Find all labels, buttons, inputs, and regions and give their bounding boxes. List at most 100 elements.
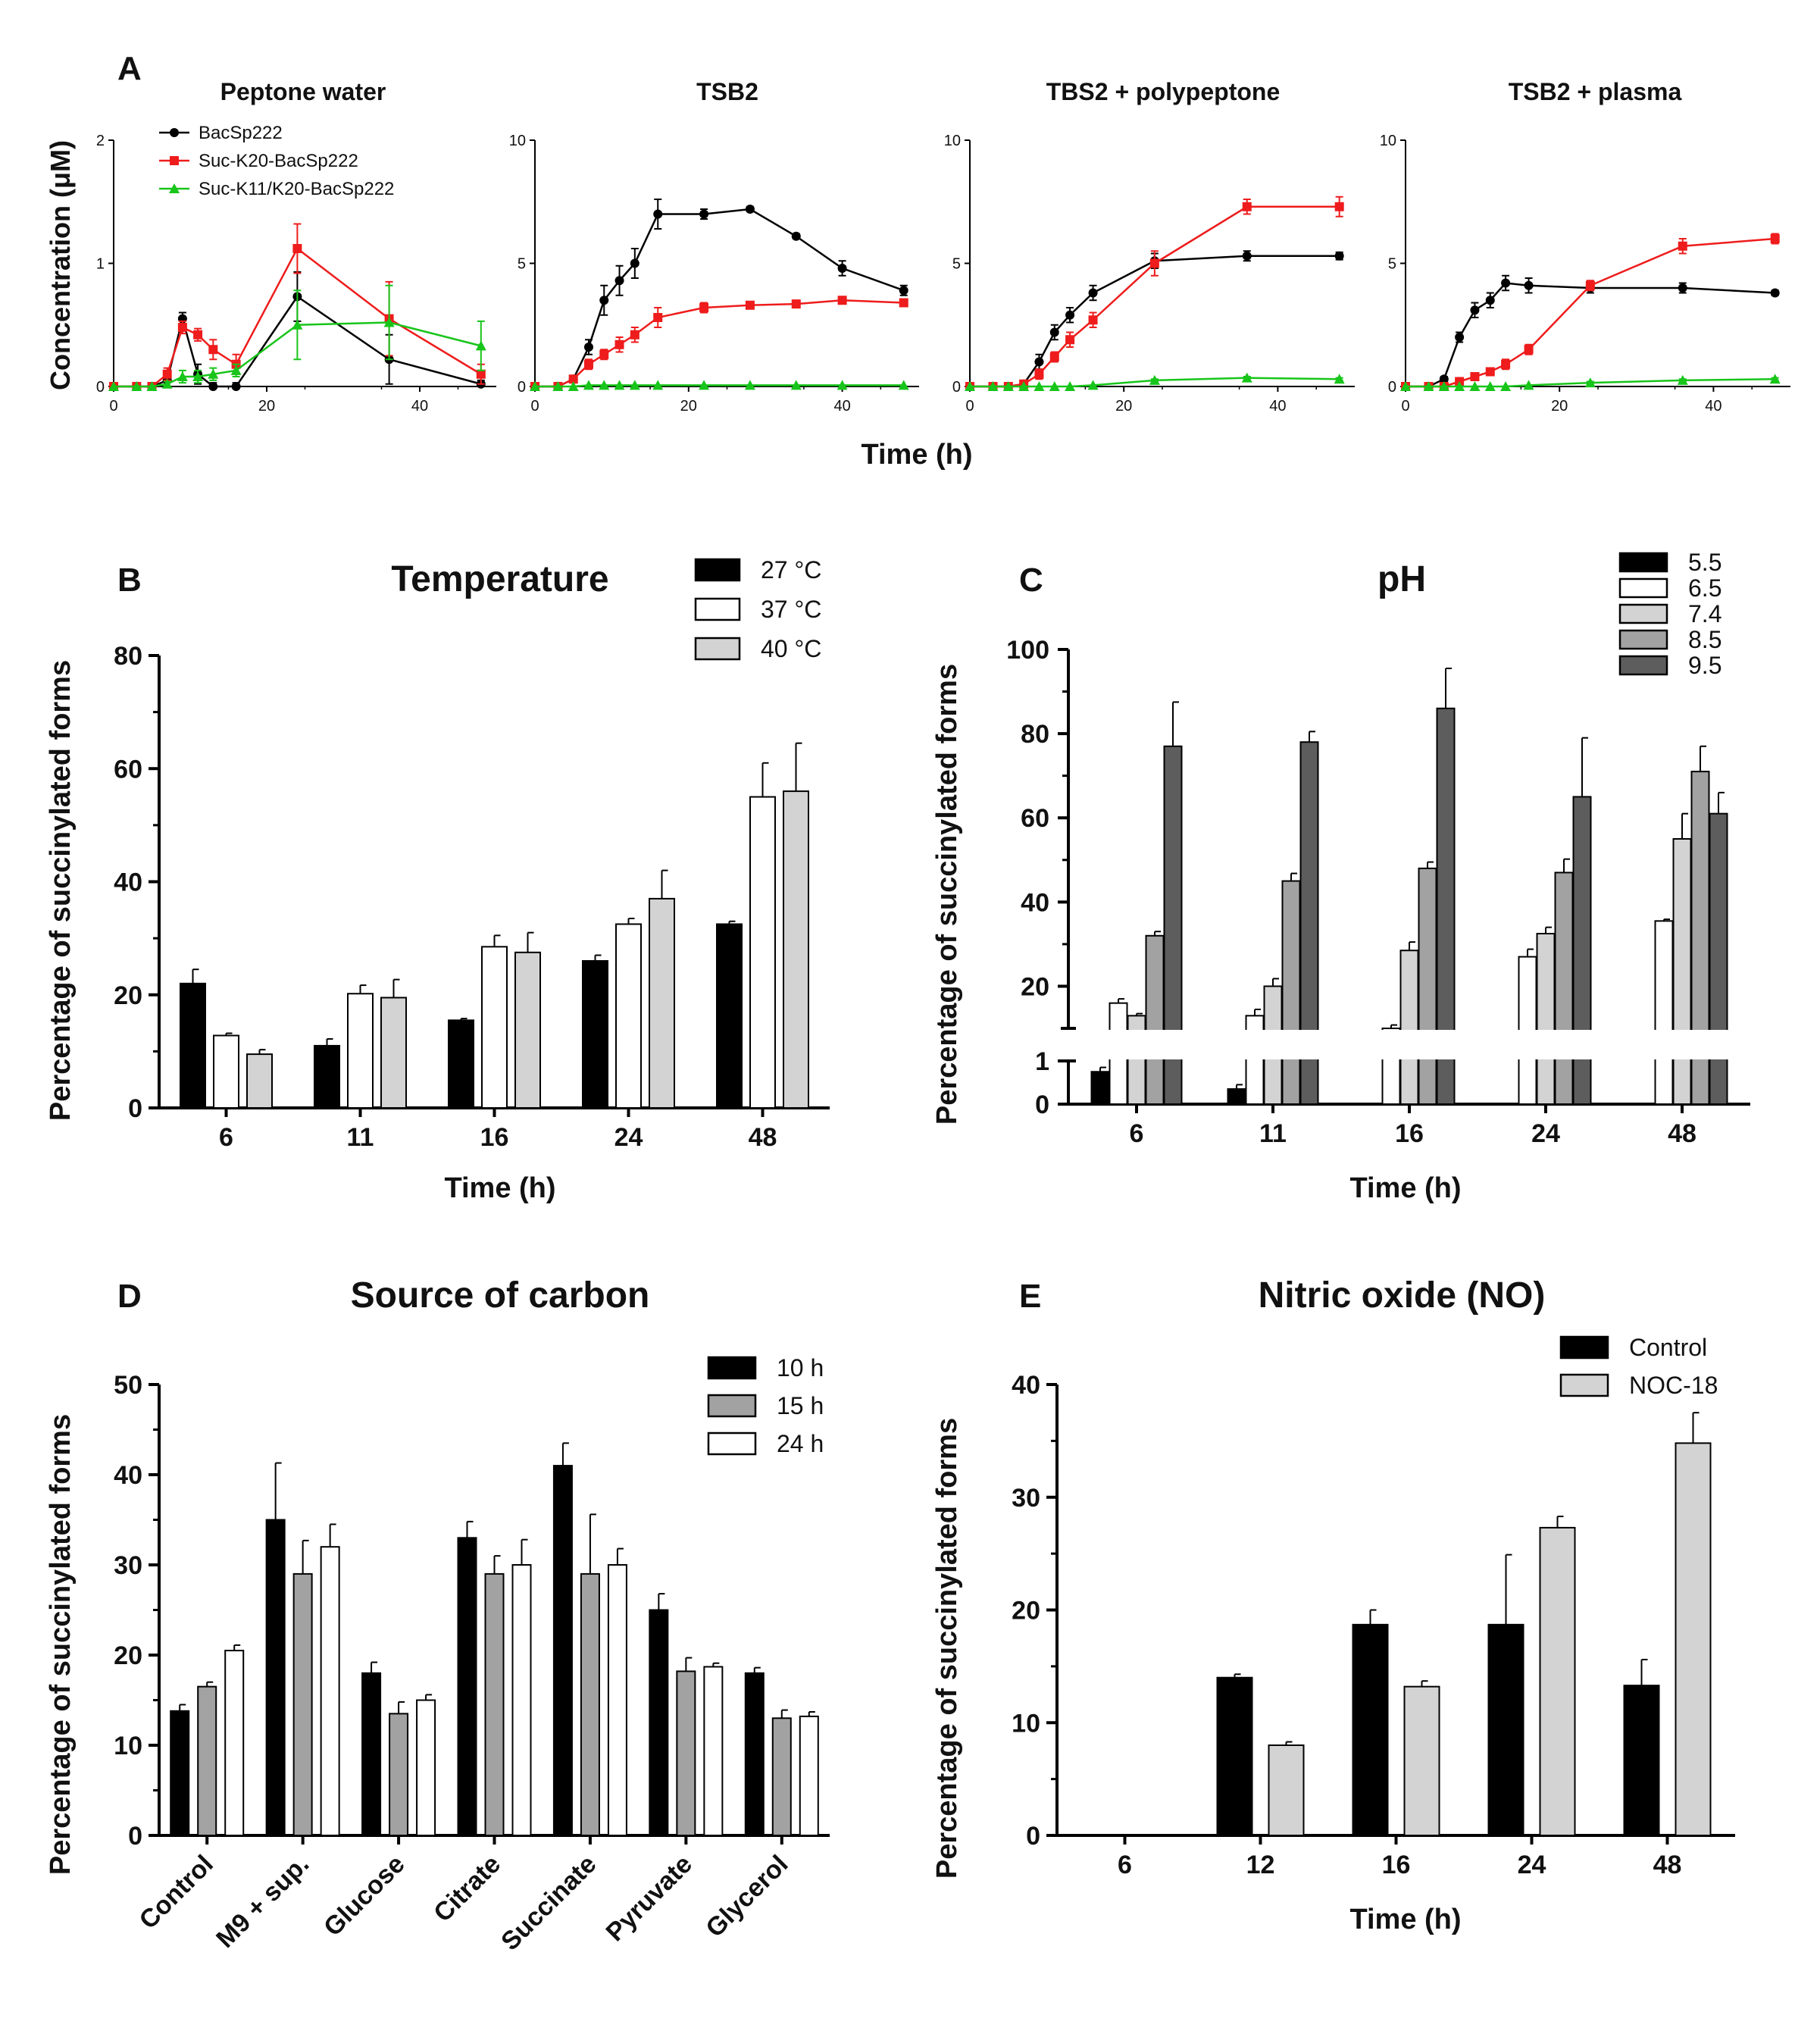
subplot-tsb2-plasma: TSB2 + plasma 0 5 10 0 20 40 xyxy=(1380,78,1790,415)
y-tick-label: 20 xyxy=(1021,972,1049,1001)
data-point-suc-k11-k20-bacsp222 xyxy=(1484,381,1496,391)
y-tick-label: 80 xyxy=(114,642,142,671)
data-point-suc-k11-k20-bacsp222 xyxy=(1584,377,1596,388)
x-tick-label: Control xyxy=(134,1850,219,1935)
data-point-bacsp222 xyxy=(1242,251,1252,261)
panel-label-a: A xyxy=(117,50,142,87)
data-point-suc-k20-bacsp222 xyxy=(177,323,187,332)
data-point-suc-k20-bacsp222 xyxy=(568,374,578,384)
data-point-bacsp222 xyxy=(231,382,241,391)
panel-e-plot: 0 10 20 30 40 6 12 16 24 48 Control NOC-18 xyxy=(1012,1334,1735,1879)
data-point-bacsp222 xyxy=(1065,310,1075,320)
bar-37-c xyxy=(347,993,374,1109)
bar-24-h xyxy=(511,1564,532,1836)
y-tick-label: 0 xyxy=(96,379,105,396)
bar-24-h xyxy=(607,1564,627,1836)
data-point-suc-k11-k20-bacsp222 xyxy=(1002,381,1014,391)
bar-7-4 xyxy=(1127,1015,1146,1106)
x-tick-label: 16 xyxy=(480,1123,509,1152)
x-tick-label: 40 xyxy=(1269,398,1286,415)
panel-d: D Source of carbon Percentage of succiny… xyxy=(45,1275,830,1956)
legend-label: Control xyxy=(1629,1334,1707,1361)
x-tick-label: Citrate xyxy=(428,1850,506,1928)
data-point-suc-k20-bacsp222 xyxy=(614,340,624,349)
x-tick-label: Glycerol xyxy=(700,1850,793,1943)
y-tick-label: 30 xyxy=(114,1551,142,1580)
data-point-suc-k11-k20-bacsp222 xyxy=(568,381,579,391)
data-point-suc-k20-bacsp222 xyxy=(1470,372,1480,381)
legend-label: Suc-K20-BacSp222 xyxy=(199,151,358,171)
bar-27-c xyxy=(582,959,608,1109)
bar-control xyxy=(1352,1623,1389,1836)
data-point-bacsp222 xyxy=(1485,296,1495,305)
x-tick-label: 40 xyxy=(411,398,428,415)
data-point-suc-k11-k20-bacsp222 xyxy=(1065,381,1076,391)
y-tick-label: 0 xyxy=(952,379,961,396)
data-point-suc-k11-k20-bacsp222 xyxy=(652,380,664,390)
legend-label: 24 h xyxy=(777,1430,824,1457)
data-point-suc-k11-k20-bacsp222 xyxy=(1469,381,1481,391)
data-point-suc-k11-k20-bacsp222 xyxy=(1034,381,1045,391)
data-point-suc-k11-k20-bacsp222 xyxy=(292,319,303,330)
legend-label: 15 h xyxy=(777,1392,824,1419)
legend-swatch xyxy=(1618,629,1668,650)
legend-label: 9.5 xyxy=(1688,652,1721,679)
data-point-suc-k11-k20-bacsp222 xyxy=(1087,380,1099,390)
bar-37-c xyxy=(749,796,776,1109)
legend-label: 6.5 xyxy=(1688,574,1721,602)
x-tick-label: 11 xyxy=(1259,1119,1287,1148)
bar-27-c xyxy=(448,1019,474,1109)
data-point-suc-k11-k20-bacsp222 xyxy=(1334,374,1345,384)
legend-swatch xyxy=(1559,1373,1609,1397)
bar-40-c xyxy=(514,951,541,1109)
bar-27-c xyxy=(314,1044,340,1109)
x-tick-label: Succinate xyxy=(496,1850,602,1956)
data-point-suc-k11-k20-bacsp222 xyxy=(1049,381,1060,391)
legend-swatch xyxy=(694,558,741,582)
y-tick-label: 30 xyxy=(1012,1484,1040,1513)
panel-label-e: E xyxy=(1019,1278,1041,1315)
panel-e: E Nitric oxide (NO) Percentage of succin… xyxy=(931,1275,1735,1935)
x-tick-label: 0 xyxy=(530,398,539,415)
panel-b-title: Temperature xyxy=(391,559,608,599)
panel-label-d: D xyxy=(117,1278,142,1315)
panel-a-legend: BacSp222 Suc-K20-BacSp222 Suc-K11/K20-BacS… xyxy=(159,123,394,199)
bar-24-h xyxy=(320,1546,340,1836)
bar-40-c xyxy=(380,997,407,1109)
bar-10-h xyxy=(649,1609,669,1836)
y-tick-label: 40 xyxy=(1012,1371,1040,1400)
data-point-suc-k11-k20-bacsp222 xyxy=(1438,381,1449,391)
bar-8-5 xyxy=(1281,880,1301,1105)
bar-40-c xyxy=(783,790,809,1109)
bar-noc-18 xyxy=(1675,1442,1712,1836)
bar-15-h xyxy=(580,1572,600,1836)
bar-control xyxy=(1487,1623,1524,1836)
y-tick-label: 10 xyxy=(509,133,526,149)
panel-c-x-axis-label: Time (h) xyxy=(1349,1172,1461,1204)
data-point-bacsp222 xyxy=(630,258,640,268)
data-point-suc-k20-bacsp222 xyxy=(1585,280,1595,290)
bar-8-5 xyxy=(1145,934,1165,1106)
legend-swatch xyxy=(694,597,741,621)
panel-d-title: Source of carbon xyxy=(351,1275,650,1316)
panel-d-y-axis-label: Percentage of succinylated forms xyxy=(45,1414,77,1875)
y-tick-label: 5 xyxy=(1388,256,1396,273)
bar-40-c xyxy=(649,897,675,1109)
data-point-suc-k11-k20-bacsp222 xyxy=(898,380,909,390)
legend-label: NOC-18 xyxy=(1629,1372,1718,1399)
data-point-suc-k11-k20-bacsp222 xyxy=(1400,381,1411,391)
legend-swatch xyxy=(1618,603,1668,624)
y-tick-label: 40 xyxy=(114,1461,142,1490)
data-point-suc-k11-k20-bacsp222 xyxy=(161,378,173,389)
legend-label: 37 °C xyxy=(761,596,821,623)
bar-noc-18 xyxy=(1403,1685,1440,1836)
data-point-suc-k11-k20-bacsp222 xyxy=(699,380,710,390)
bar-37-c xyxy=(481,946,508,1109)
data-point-bacsp222 xyxy=(1334,251,1344,261)
legend-swatch xyxy=(707,1356,757,1380)
x-tick-label: 40 xyxy=(1705,398,1721,415)
data-point-suc-k20-bacsp222 xyxy=(1770,234,1780,243)
x-tick-label: Pyruvate xyxy=(601,1850,698,1947)
data-point-suc-k20-bacsp222 xyxy=(1049,352,1059,361)
